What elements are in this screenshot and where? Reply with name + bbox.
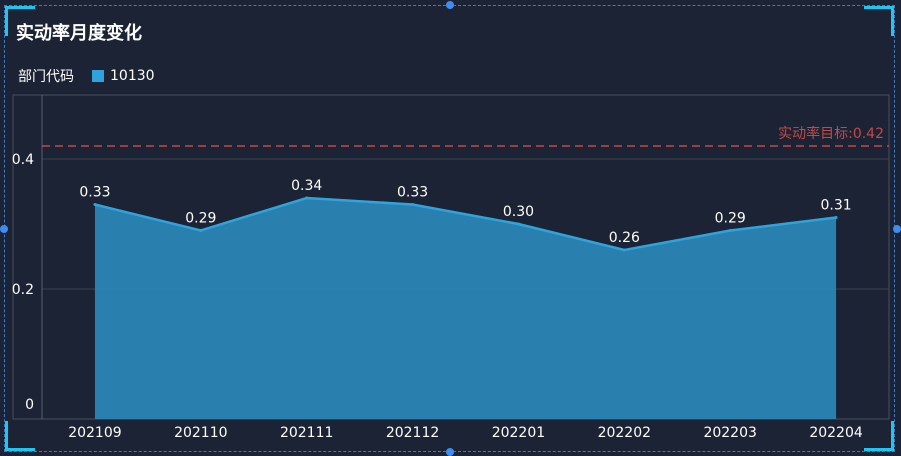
- data-point: [516, 222, 520, 226]
- x-tick-label: 202112: [386, 425, 439, 441]
- data-label: 0.34: [291, 178, 322, 194]
- data-point: [411, 203, 415, 206]
- frame-corner-top-right: [864, 6, 894, 36]
- legend: 部门代码 10130: [18, 66, 155, 86]
- resize-handle-top[interactable]: [446, 1, 454, 9]
- legend-series-label[interactable]: 10130: [110, 68, 155, 84]
- data-label: 0.30: [503, 204, 534, 220]
- resize-handle-left[interactable]: [0, 225, 8, 233]
- series-area: [94, 198, 837, 419]
- frame-corner-bottom-right: [864, 421, 894, 451]
- legend-title: 部门代码: [18, 69, 74, 85]
- data-point: [199, 229, 203, 232]
- x-tick-label: 202202: [598, 425, 651, 441]
- frame-corner-bottom-left: [5, 421, 35, 451]
- y-tick-label: 0: [25, 397, 34, 413]
- y-tick-label: 0.2: [12, 282, 34, 298]
- resize-handle-right[interactable]: [893, 225, 901, 233]
- data-point: [834, 216, 838, 219]
- y-tick-label: 0.4: [12, 152, 34, 168]
- frame-corner-top-left: [5, 6, 35, 36]
- resize-handle-bottom[interactable]: [446, 448, 454, 456]
- target-label: 实动率目标:0.42: [778, 125, 884, 142]
- data-label: 0.29: [715, 211, 746, 227]
- data-point: [728, 229, 732, 232]
- x-tick-label: 202111: [280, 425, 333, 441]
- data-label: 0.33: [397, 185, 428, 201]
- data-label: 0.29: [185, 211, 216, 227]
- series-line: [94, 196, 837, 252]
- x-tick-label: 202203: [703, 425, 756, 441]
- data-label: 0.31: [820, 198, 851, 214]
- legend-swatch[interactable]: [92, 70, 104, 82]
- data-point: [93, 203, 97, 206]
- chart-title: 实动率月度变化: [16, 23, 142, 44]
- x-tick-label: 202204: [809, 425, 863, 441]
- x-tick-label: 202109: [68, 425, 121, 441]
- data-label: 0.33: [79, 185, 110, 201]
- data-label: 0.26: [609, 230, 640, 246]
- x-tick-label: 202201: [492, 425, 545, 441]
- data-point: [622, 248, 626, 252]
- data-point: [305, 196, 309, 200]
- x-tick-label: 202110: [174, 425, 227, 441]
